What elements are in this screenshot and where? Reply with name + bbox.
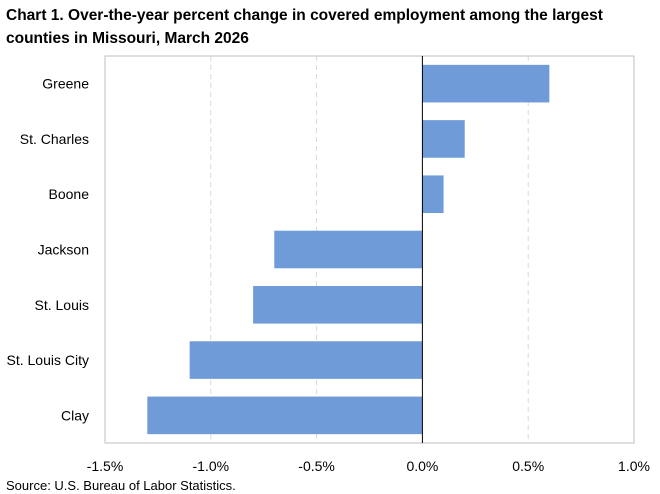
x-tick-label: 0.0% [406,458,438,474]
category-label: St. Charles [20,131,89,147]
category-label: St. Louis [35,297,89,313]
bars [147,64,550,435]
x-tick-labels: -1.5% -1.0% -0.5% 0.0% 0.5% 1.0% [87,458,650,474]
category-labels: Greene St. Charles Boone Jackson St. Louis St… [7,76,90,424]
category-label: Jackson [38,242,89,258]
x-tick-label: 1.0% [618,458,650,474]
bar-st-charles [422,120,465,158]
x-tick-label: -1.0% [193,458,230,474]
bar-st-louis [253,285,423,324]
category-label: Clay [61,407,89,423]
x-tick-label: -0.5% [298,458,335,474]
source-note: Source: U.S. Bureau of Labor Statistics. [6,478,236,493]
bar-clay [147,396,423,435]
category-label: St. Louis City [7,352,89,368]
plot-area-frame [104,55,635,444]
x-tick-label: 0.5% [512,458,544,474]
x-tick-label: -1.5% [87,458,124,474]
bar-jackson [274,230,423,269]
category-label: Boone [49,186,90,202]
bar-st-louis-city [189,341,423,379]
bar-greene [422,64,550,103]
category-label: Greene [42,76,89,92]
bar-boone [422,175,444,214]
chart-title: Chart 1. Over-the-year percent change in… [6,7,603,47]
